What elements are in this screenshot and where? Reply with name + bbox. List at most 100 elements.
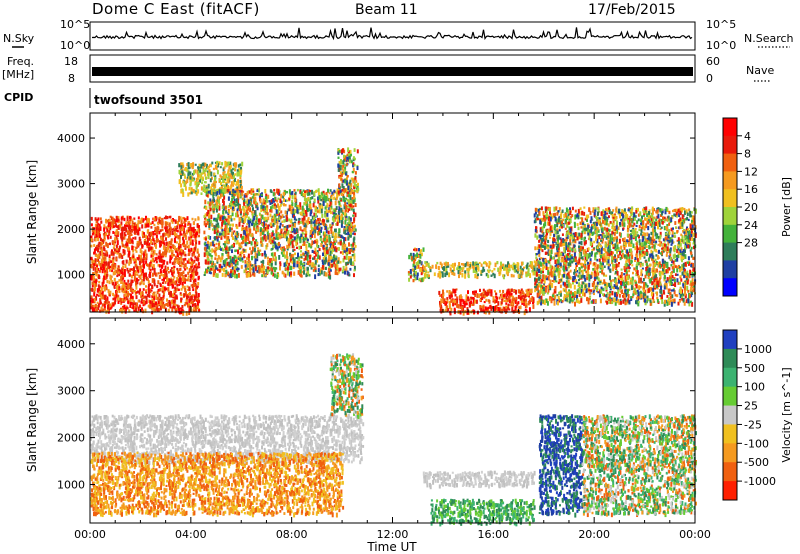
echo-cell <box>224 175 226 179</box>
echo-cell <box>132 255 134 258</box>
echo-cell <box>220 189 222 193</box>
echo-cell <box>107 235 109 238</box>
echo-cell <box>204 247 206 252</box>
echo-cell <box>147 278 149 281</box>
nsky-tick-top-right: 10^5 <box>706 18 736 31</box>
echo-cell <box>244 217 246 221</box>
echo-cell <box>313 269 315 272</box>
echo-cell <box>284 228 286 231</box>
echo-cell <box>143 232 145 234</box>
echo-cell <box>319 209 321 213</box>
echo-cell <box>117 240 119 245</box>
echo-cell <box>153 218 155 220</box>
echo-cell <box>120 288 122 290</box>
echo-cell <box>355 184 357 188</box>
echo-cell <box>294 189 296 191</box>
echo-cell <box>118 272 120 274</box>
echo-cell <box>207 244 209 249</box>
echo-cell <box>127 280 129 283</box>
echo-cell <box>176 225 178 229</box>
echo-cell <box>96 255 98 257</box>
echo-cell <box>248 199 250 203</box>
echo-cell <box>243 213 245 217</box>
echo-cell <box>119 246 121 250</box>
echo-cell <box>278 242 280 246</box>
echo-cell <box>198 262 200 266</box>
echo-cell <box>207 201 209 204</box>
echo-cell <box>224 162 226 167</box>
echo-cell <box>94 287 96 291</box>
echo-cell <box>183 222 185 224</box>
echo-cell <box>197 266 199 269</box>
echo-cell <box>339 150 341 153</box>
echo-cell <box>133 268 135 273</box>
echo-cell <box>241 265 243 269</box>
echo-cell <box>307 252 309 256</box>
echo-cell <box>210 202 212 207</box>
echo-cell <box>247 235 249 238</box>
echo-cell <box>278 232 280 234</box>
echo-cell <box>124 246 126 248</box>
echo-cell <box>342 165 344 168</box>
echo-cell <box>136 243 138 247</box>
echo-cell <box>266 243 268 247</box>
echo-cell <box>99 227 101 230</box>
echo-cell <box>271 253 273 256</box>
echo-cell <box>197 252 199 254</box>
echo-cell <box>181 170 183 172</box>
echo-cell <box>207 267 209 269</box>
echo-cell <box>245 201 247 204</box>
echo-cell <box>136 295 138 299</box>
echo-cell <box>147 230 149 234</box>
echo-cell <box>193 222 195 226</box>
echo-cell <box>246 207 248 209</box>
echo-cell <box>300 212 302 215</box>
echo-cell <box>192 277 194 280</box>
echo-cell <box>210 268 212 271</box>
echo-cell <box>229 191 231 194</box>
echo-cell <box>343 155 345 158</box>
echo-cell <box>136 229 138 233</box>
echo-cell <box>176 268 178 270</box>
echo-cell <box>92 299 94 304</box>
echo-cell <box>230 207 232 209</box>
echo-cell <box>474 274 476 278</box>
echo-cell <box>111 251 113 255</box>
echo-cell <box>124 250 126 255</box>
echo-cell <box>267 217 269 221</box>
echo-cell <box>170 227 172 231</box>
echo-cell <box>274 206 276 209</box>
echo-cell <box>286 217 288 221</box>
echo-cell <box>159 275 161 279</box>
echo-cell <box>178 219 180 222</box>
echo-cell <box>257 227 259 230</box>
echo-cell <box>456 267 458 270</box>
echo-cell <box>342 199 344 201</box>
echo-cell <box>222 217 224 220</box>
echo-cell <box>122 227 124 232</box>
echo-cell <box>461 273 463 278</box>
echo-cell <box>221 227 223 230</box>
echo-cell <box>347 192 349 195</box>
echo-cell <box>333 190 335 193</box>
echo-cell <box>92 283 94 285</box>
echo-cell <box>166 230 168 234</box>
echo-cell <box>410 275 412 278</box>
echo-cell <box>270 223 272 226</box>
echo-cell <box>283 219 285 222</box>
echo-cell <box>243 249 245 251</box>
echo-cell <box>179 268 181 271</box>
echo-cell <box>287 225 289 229</box>
echo-cell <box>98 284 100 287</box>
echo-cell <box>488 266 490 268</box>
echo-cell <box>234 267 236 270</box>
echo-cell <box>269 237 271 241</box>
echo-cell <box>210 165 212 168</box>
echo-cell <box>290 271 292 275</box>
echo-cell <box>317 254 319 259</box>
echo-cell <box>421 278 423 283</box>
echo-cell <box>127 216 129 221</box>
echo-cell <box>349 159 351 163</box>
echo-cell <box>207 167 209 170</box>
echo-cell <box>285 210 287 214</box>
